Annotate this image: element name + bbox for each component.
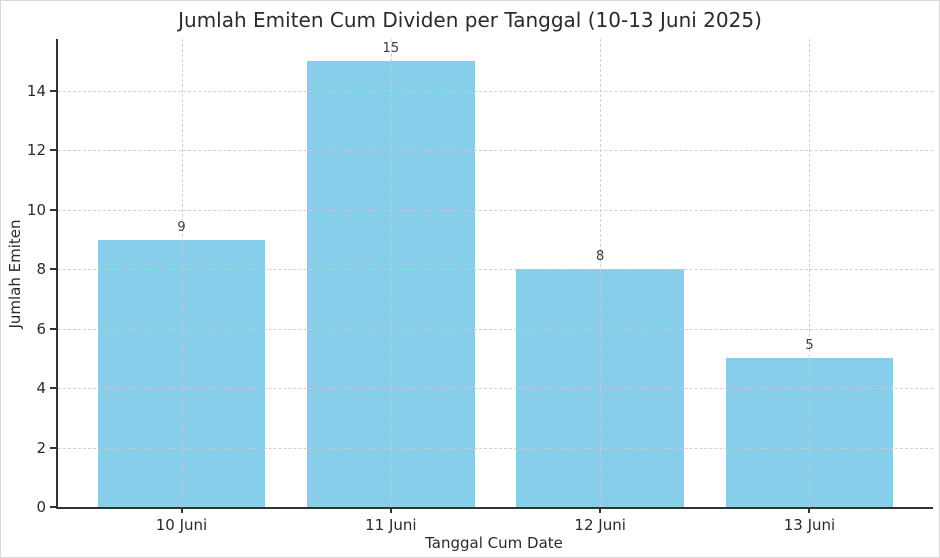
y-tick-mark — [50, 506, 56, 508]
y-tick-label: 2 — [36, 438, 46, 457]
y-tick-label: 0 — [36, 498, 46, 516]
bar-13 Juni — [725, 358, 894, 507]
x-tick-label: 12 Juni — [574, 516, 626, 534]
gridline-x-10 Juni — [181, 39, 183, 507]
plot-area: 0 2 4 6 8 10 12 14 10 Juni 9 11 Juni 15 12 Juni 8 13 J… — [27, 39, 933, 534]
gridline-y-4 — [58, 388, 933, 390]
x-tick-label: 13 Juni — [783, 516, 836, 534]
x-tick-mark — [599, 507, 602, 513]
y-tick-mark — [50, 90, 56, 92]
y-tick-label: 12 — [26, 141, 46, 160]
y-tick-label: 14 — [26, 82, 46, 100]
y-tick-mark — [50, 208, 56, 211]
y-tick-label: 6 — [36, 319, 46, 338]
y-tick-mark — [50, 327, 56, 330]
bar-value-label: 15 — [382, 41, 400, 57]
y-tick-label: 8 — [36, 260, 46, 279]
gridline-y-10 — [58, 209, 933, 211]
chart-title: Jumlah Emiten Cum Dividen per Tanggal (1… — [178, 8, 762, 32]
bar-value-label: 5 — [805, 338, 814, 354]
gridline-y-12 — [58, 150, 933, 152]
y-tick-label: 10 — [26, 200, 46, 219]
x-tick-mark — [389, 507, 392, 513]
x-tick-label: 11 Juni — [365, 516, 417, 534]
x-axis-label: Tanggal Cum Date — [425, 534, 563, 552]
y-tick-mark — [50, 446, 56, 449]
gridline-y-2 — [58, 447, 933, 449]
x-tick-mark — [808, 507, 811, 513]
y-axis-label: Jumlah Emiten — [6, 219, 24, 329]
gridline-x-12 Juni — [600, 39, 602, 507]
gridline-x-11 Juni — [390, 39, 392, 507]
bar-10 Juni — [97, 239, 266, 507]
x-tick-mark — [180, 507, 183, 513]
bar-value-label: 9 — [177, 219, 186, 235]
bar-value-label: 8 — [596, 249, 605, 265]
gridline-y-6 — [58, 328, 933, 330]
y-tick-mark — [50, 387, 56, 390]
gridline-y-14 — [58, 91, 933, 92]
y-tick-mark — [50, 268, 56, 271]
y-tick-label: 4 — [36, 379, 46, 398]
gridline-x-13 Juni — [809, 39, 811, 507]
x-tick-label: 10 Juni — [155, 516, 208, 534]
y-tick-mark — [50, 149, 56, 152]
bar-11 Juni — [307, 61, 475, 507]
gridline-y-8 — [58, 269, 933, 271]
